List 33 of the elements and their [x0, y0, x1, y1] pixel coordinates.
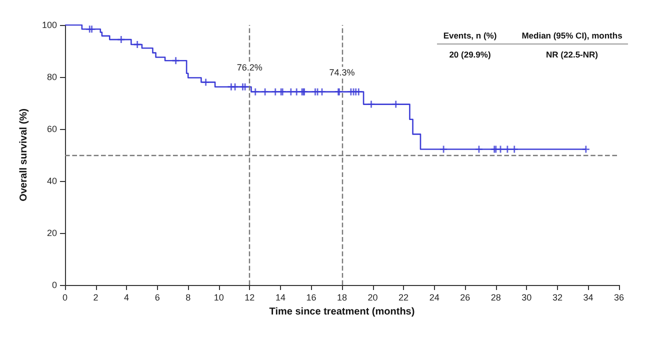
x-tick-label: 24 [429, 292, 440, 302]
y-tick-label: 80 [46, 72, 57, 82]
x-tick-label: 8 [186, 292, 191, 302]
annotation: NR (22.5-NR) [546, 50, 598, 60]
y-tick-label: 100 [42, 20, 57, 30]
y-tick-label: 60 [46, 124, 57, 134]
x-tick-label: 2 [93, 292, 98, 302]
annotation: Median (95% CI), months [522, 30, 623, 40]
y-axis-title: Overall survival (%) [18, 108, 30, 202]
x-tick-label: 12 [244, 292, 255, 302]
x-tick-label: 4 [124, 292, 130, 302]
x-tick-label: 30 [522, 292, 532, 302]
x-tick-label: 32 [552, 292, 562, 302]
x-tick-label: 6 [154, 292, 160, 302]
x-tick-label: 34 [583, 292, 594, 302]
x-tick-label: 14 [275, 292, 286, 302]
annotation: 20 (29.9%) [449, 50, 491, 60]
y-tick-label: 0 [52, 280, 57, 290]
annotation: 76.2% [236, 62, 262, 72]
x-tick-label: 18 [336, 292, 348, 302]
x-tick-label: 20 [368, 292, 378, 302]
x-tick-label: 0 [62, 292, 68, 302]
x-axis-title: Time since treatment (months) [269, 306, 415, 318]
x-tick-label: 10 [214, 292, 224, 302]
x-tick-label: 16 [306, 292, 316, 302]
y-tick-label: 40 [46, 176, 57, 186]
x-tick-label: 36 [614, 292, 624, 302]
x-tick-label: 26 [460, 292, 470, 302]
y-tick-label: 20 [46, 228, 57, 238]
x-tick-label: 28 [490, 292, 501, 302]
annotation: 74.3% [329, 67, 355, 78]
annotation: Events, n (%) [443, 30, 497, 40]
x-tick-label: 22 [398, 292, 409, 302]
